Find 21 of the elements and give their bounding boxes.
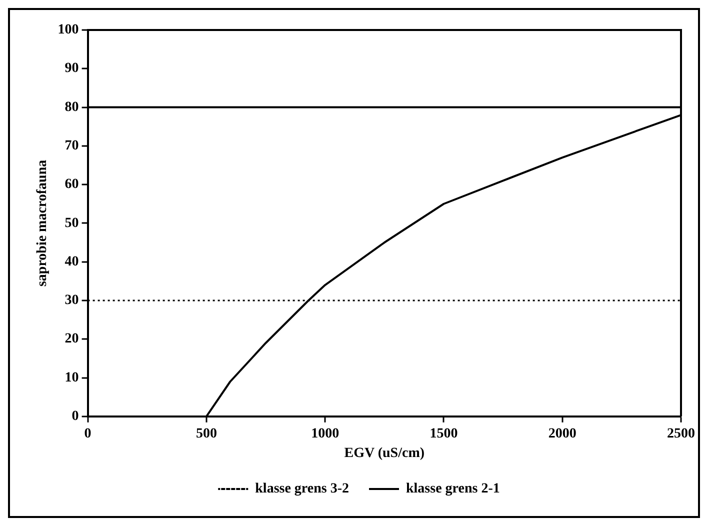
x-tick-label: 2000 bbox=[548, 426, 576, 442]
y-tick-label: 60 bbox=[64, 177, 79, 192]
y-tick-label: 20 bbox=[64, 332, 79, 347]
legend-label: klasse grens 3-2 bbox=[255, 482, 349, 497]
legend-label: klasse grens 2-1 bbox=[406, 482, 500, 497]
x-tick-label: 0 bbox=[84, 426, 92, 442]
y-tick-label: 50 bbox=[64, 216, 79, 231]
y-tick-label: 40 bbox=[64, 254, 79, 270]
y-tick-label: 100 bbox=[58, 22, 79, 38]
x-tick-label: 2500 bbox=[667, 426, 695, 442]
y-tick-label: 30 bbox=[64, 293, 79, 308]
y-tick-label: 80 bbox=[64, 100, 79, 115]
y-tick-label: 90 bbox=[64, 61, 79, 76]
x-axis-title: EGV (uS/cm) bbox=[344, 446, 425, 462]
y-axis-title: saprobie macrofauna bbox=[35, 160, 50, 287]
y-tick-label: 0 bbox=[72, 409, 79, 424]
y-tick-label: 10 bbox=[64, 370, 79, 386]
x-tick-label: 1000 bbox=[311, 426, 340, 442]
x-tick-label: 1500 bbox=[430, 426, 458, 442]
x-tick-label: 500 bbox=[196, 426, 217, 442]
y-tick-label: 70 bbox=[64, 138, 79, 154]
